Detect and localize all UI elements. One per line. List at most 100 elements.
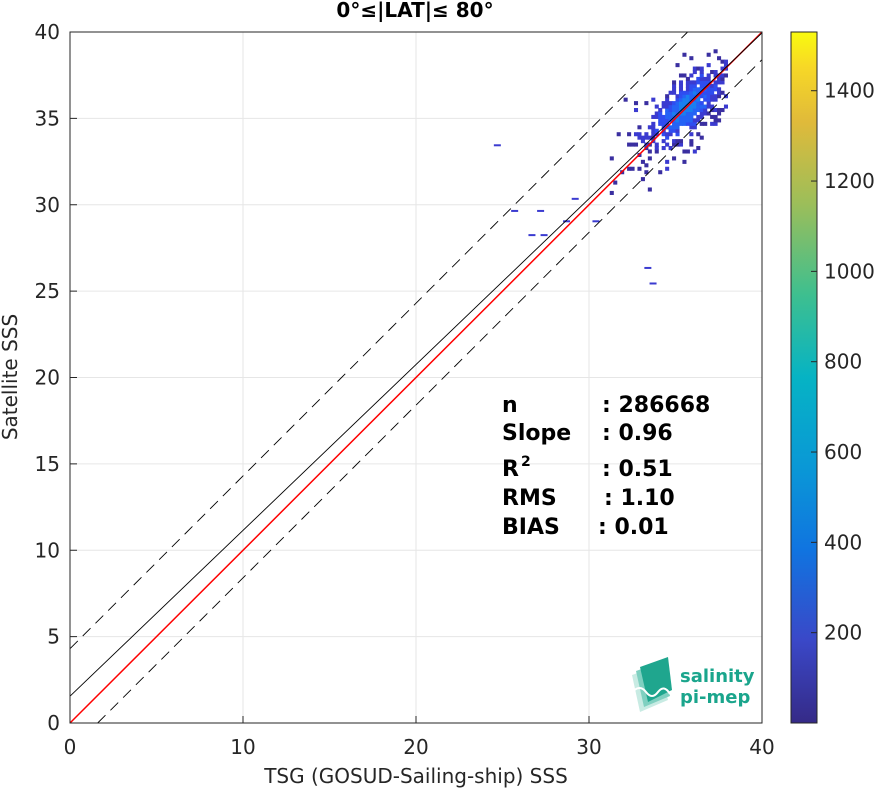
heat-cell (672, 125, 677, 130)
heat-cell (706, 76, 711, 81)
x-axis-label: TSG (GOSUD-Sailing-ship) SSS (263, 764, 568, 788)
heat-cell (699, 114, 704, 119)
heat-cell (640, 159, 645, 164)
heat-cell (633, 132, 639, 137)
heat-cell (706, 111, 711, 116)
heat-cell (675, 132, 680, 137)
heat-cell (675, 63, 680, 68)
heat-cell (689, 121, 694, 126)
heat-cell (665, 104, 670, 109)
y-tick-label: 30 (35, 193, 60, 217)
y-axis-ticks: 0 5 10 15 20 25 30 35 40 (35, 20, 77, 735)
stat-value: : 1.10 (604, 486, 675, 511)
heat-cell (720, 108, 725, 113)
heat-cell (720, 80, 725, 85)
heat-cell (710, 104, 715, 109)
heat-cell (685, 80, 690, 85)
heat-cell (661, 139, 666, 144)
y-tick-label: 35 (35, 106, 60, 130)
heat-cell (706, 52, 711, 57)
heat-cell (717, 111, 722, 116)
line-fit (69, 32, 763, 697)
heat-cell (689, 108, 694, 113)
heat-cell (703, 111, 708, 116)
heat-cell (685, 97, 690, 102)
outlier-point (540, 234, 548, 237)
heat-cell (678, 97, 684, 102)
heat-cell (692, 118, 697, 123)
heat-cell (699, 76, 704, 81)
heat-cell (654, 114, 659, 119)
heat-cell (637, 166, 642, 171)
heat-cell (672, 121, 677, 126)
heat-cell (692, 94, 697, 99)
heat-cell (675, 97, 680, 102)
heat-cell (699, 80, 704, 85)
stat-value: : 0.51 (602, 457, 673, 482)
chart-title: 0°≤|LAT|≤ 80° (336, 0, 493, 22)
heat-cell (678, 101, 684, 106)
heat-cell (689, 142, 694, 147)
outlier-point (649, 282, 657, 285)
heat-cell (672, 142, 677, 147)
heat-cell (675, 94, 680, 99)
outlier-point (592, 220, 600, 223)
heat-cell (699, 121, 704, 126)
heat-cell (717, 87, 722, 92)
heat-cell (682, 101, 687, 106)
heat-cell (689, 90, 694, 95)
outlier-point (493, 144, 501, 147)
heat-cell (685, 90, 690, 95)
heat-cell (696, 87, 701, 92)
heat-cell (665, 166, 670, 171)
heat-cell (710, 70, 715, 75)
heat-cell (703, 108, 708, 113)
heat-cell (720, 90, 725, 95)
heat-cell (675, 139, 680, 144)
heat-cell (703, 94, 708, 99)
heat-cell (692, 121, 697, 126)
heat-cell (706, 90, 711, 95)
heat-cell (627, 132, 632, 137)
heat-cell (699, 73, 704, 78)
heat-cell (689, 132, 694, 137)
heat-cell (651, 114, 656, 119)
heat-cell (609, 156, 614, 161)
heat-cell (665, 142, 670, 147)
heat-cell (665, 132, 670, 137)
heat-cell (713, 70, 718, 75)
heat-cell (703, 90, 708, 95)
heat-cell (692, 104, 697, 109)
heat-cell (717, 108, 722, 113)
heat-cell (706, 87, 711, 92)
colorbar-tick-label: 1000 (824, 259, 875, 283)
heat-cell (720, 59, 725, 64)
heat-cell (672, 111, 677, 116)
heat-cell (661, 114, 666, 119)
heat-cell (644, 142, 649, 147)
heat-cell (692, 90, 697, 95)
heat-cell (613, 180, 618, 185)
heat-cell (723, 59, 728, 64)
heat-cell (699, 101, 704, 106)
heat-cell (713, 73, 718, 78)
heat-cell (692, 101, 697, 106)
heat-cell (685, 108, 690, 113)
line-lower (97, 59, 763, 724)
heat-cell (623, 97, 628, 102)
heat-cell (672, 80, 677, 85)
heat-cell (672, 108, 677, 113)
heat-cell (699, 94, 704, 99)
heat-cell (710, 90, 715, 95)
heat-cell (654, 142, 659, 147)
heat-cell (651, 97, 656, 102)
stat-superscript: 2 (521, 454, 531, 470)
stat-label: Slope (502, 421, 571, 446)
heat-cell (668, 101, 673, 106)
heat-cell (672, 87, 677, 92)
heat-cell (696, 146, 701, 151)
x-axis-ticks: 0 10 20 30 40 (64, 716, 775, 759)
heat-cell (706, 97, 711, 102)
heat-cell (696, 132, 701, 137)
